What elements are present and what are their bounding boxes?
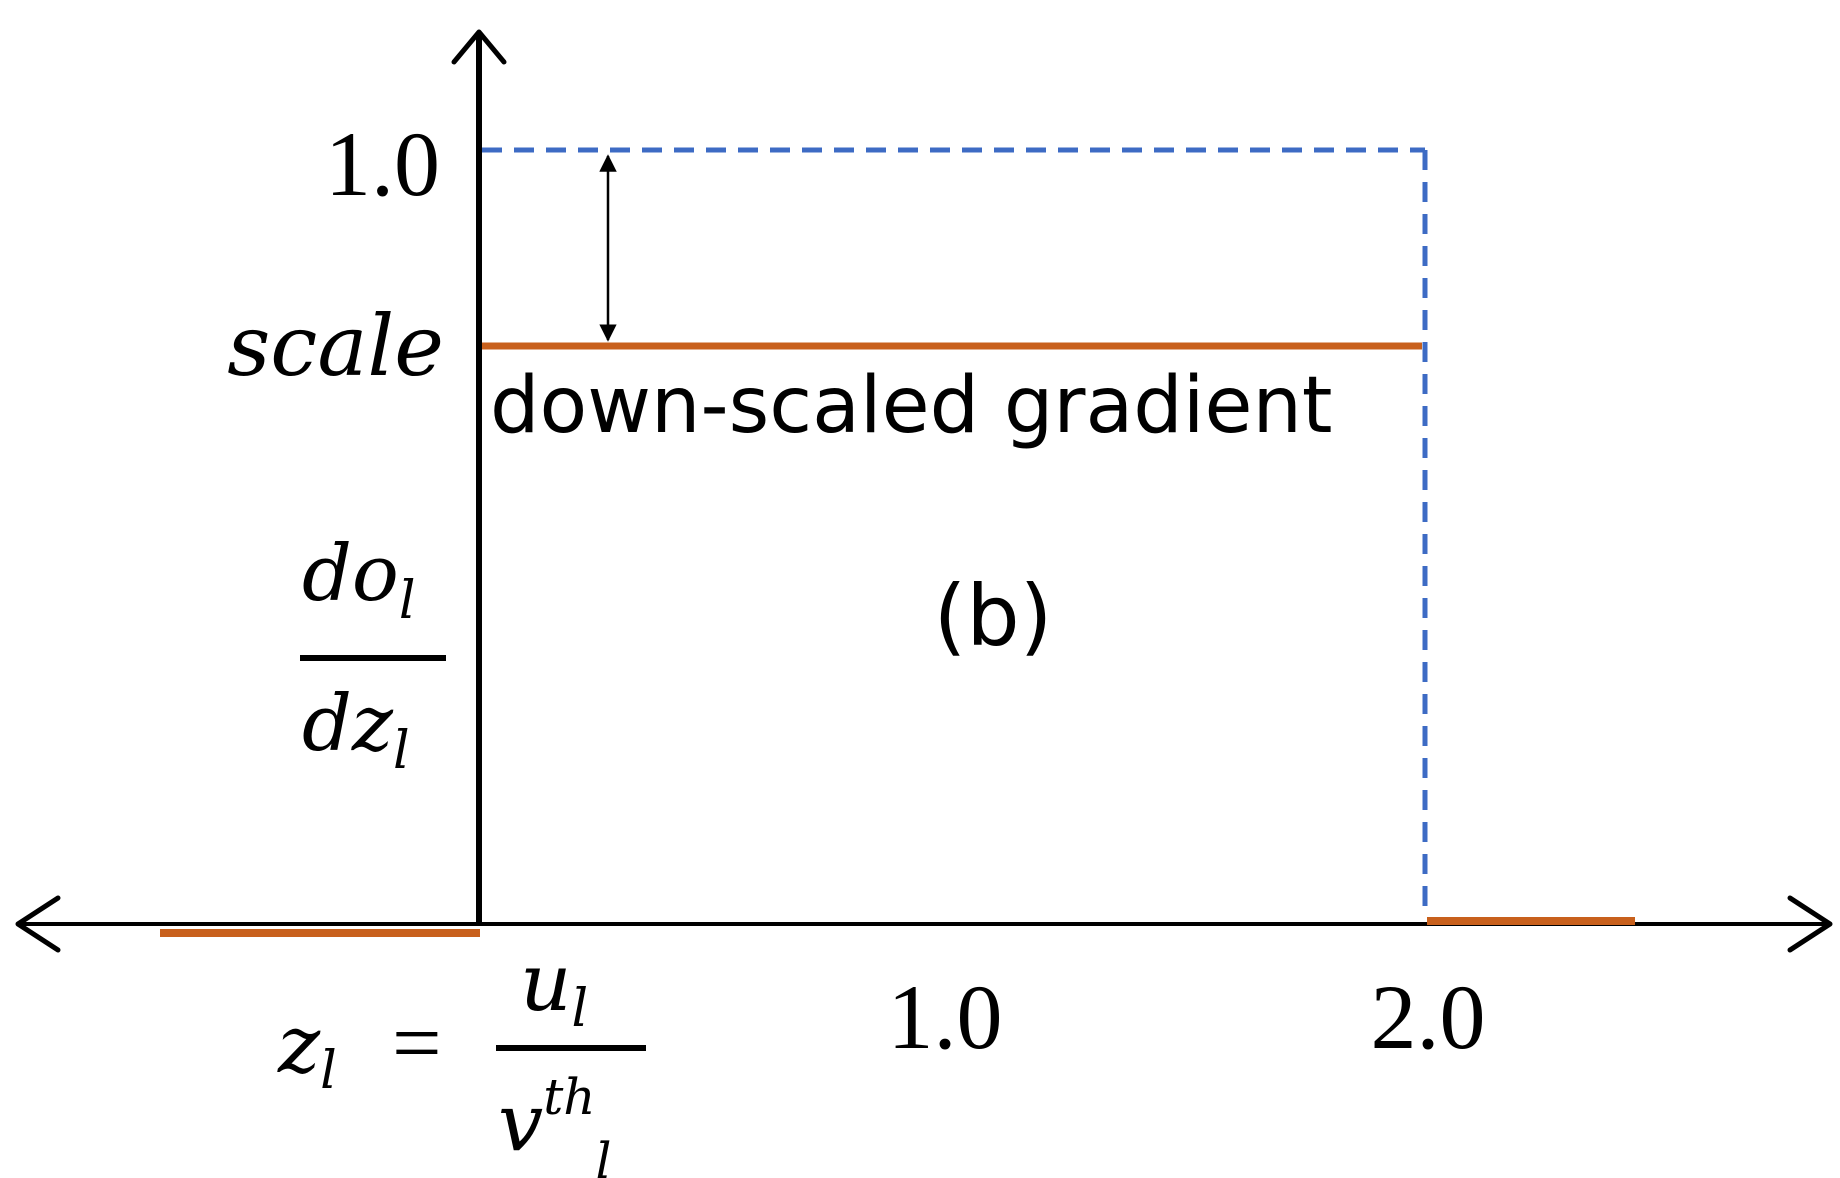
x-tick-2: 2.0 [1371, 966, 1486, 1068]
down-scaled-gradient-label: down-scaled gradient [490, 361, 1332, 451]
x-axis-right-arrowhead [1787, 895, 1833, 953]
scaled-gradient-lines [160, 342, 1635, 937]
x-label-lhs-sub: l [320, 1041, 337, 1101]
x-label-numerator: u [520, 936, 572, 1029]
original-gradient-dashed [482, 147, 1428, 918]
x-tick-1: 1.0 [888, 966, 1003, 1068]
x-label-lhs: z [277, 998, 321, 1091]
svg-text:dzl: dzl [302, 679, 410, 781]
y-axis [451, 29, 507, 922]
y-label-numerator-sub: l [399, 571, 416, 631]
y-axis-arrowhead [451, 29, 507, 65]
y-label-numerator: do [302, 529, 399, 619]
y-tick-scale: scale [227, 297, 444, 395]
svg-text:zl: zl [277, 998, 337, 1101]
x-label-equals: = [392, 995, 442, 1092]
y-label-denominator: dz [302, 679, 394, 769]
x-label-numerator-sub: l [572, 979, 589, 1039]
x-axis-left-arrowhead [15, 895, 61, 953]
svg-text:vthl: vthl [498, 1068, 612, 1178]
x-label-denominator-sup: th [543, 1068, 595, 1126]
x-axis-label: zl = ul vthl [277, 936, 646, 1178]
x-label-denominator: v [498, 1076, 543, 1169]
panel-label: (b) [934, 567, 1053, 665]
y-axis-label: dol dzl [300, 529, 446, 781]
y-label-denominator-sub: l [393, 721, 410, 781]
x-label-denominator-sub: l [596, 1132, 612, 1178]
y-tick-1: 1.0 [325, 113, 440, 215]
svg-text:dol: dol [302, 529, 416, 631]
svg-text:ul: ul [520, 936, 588, 1039]
